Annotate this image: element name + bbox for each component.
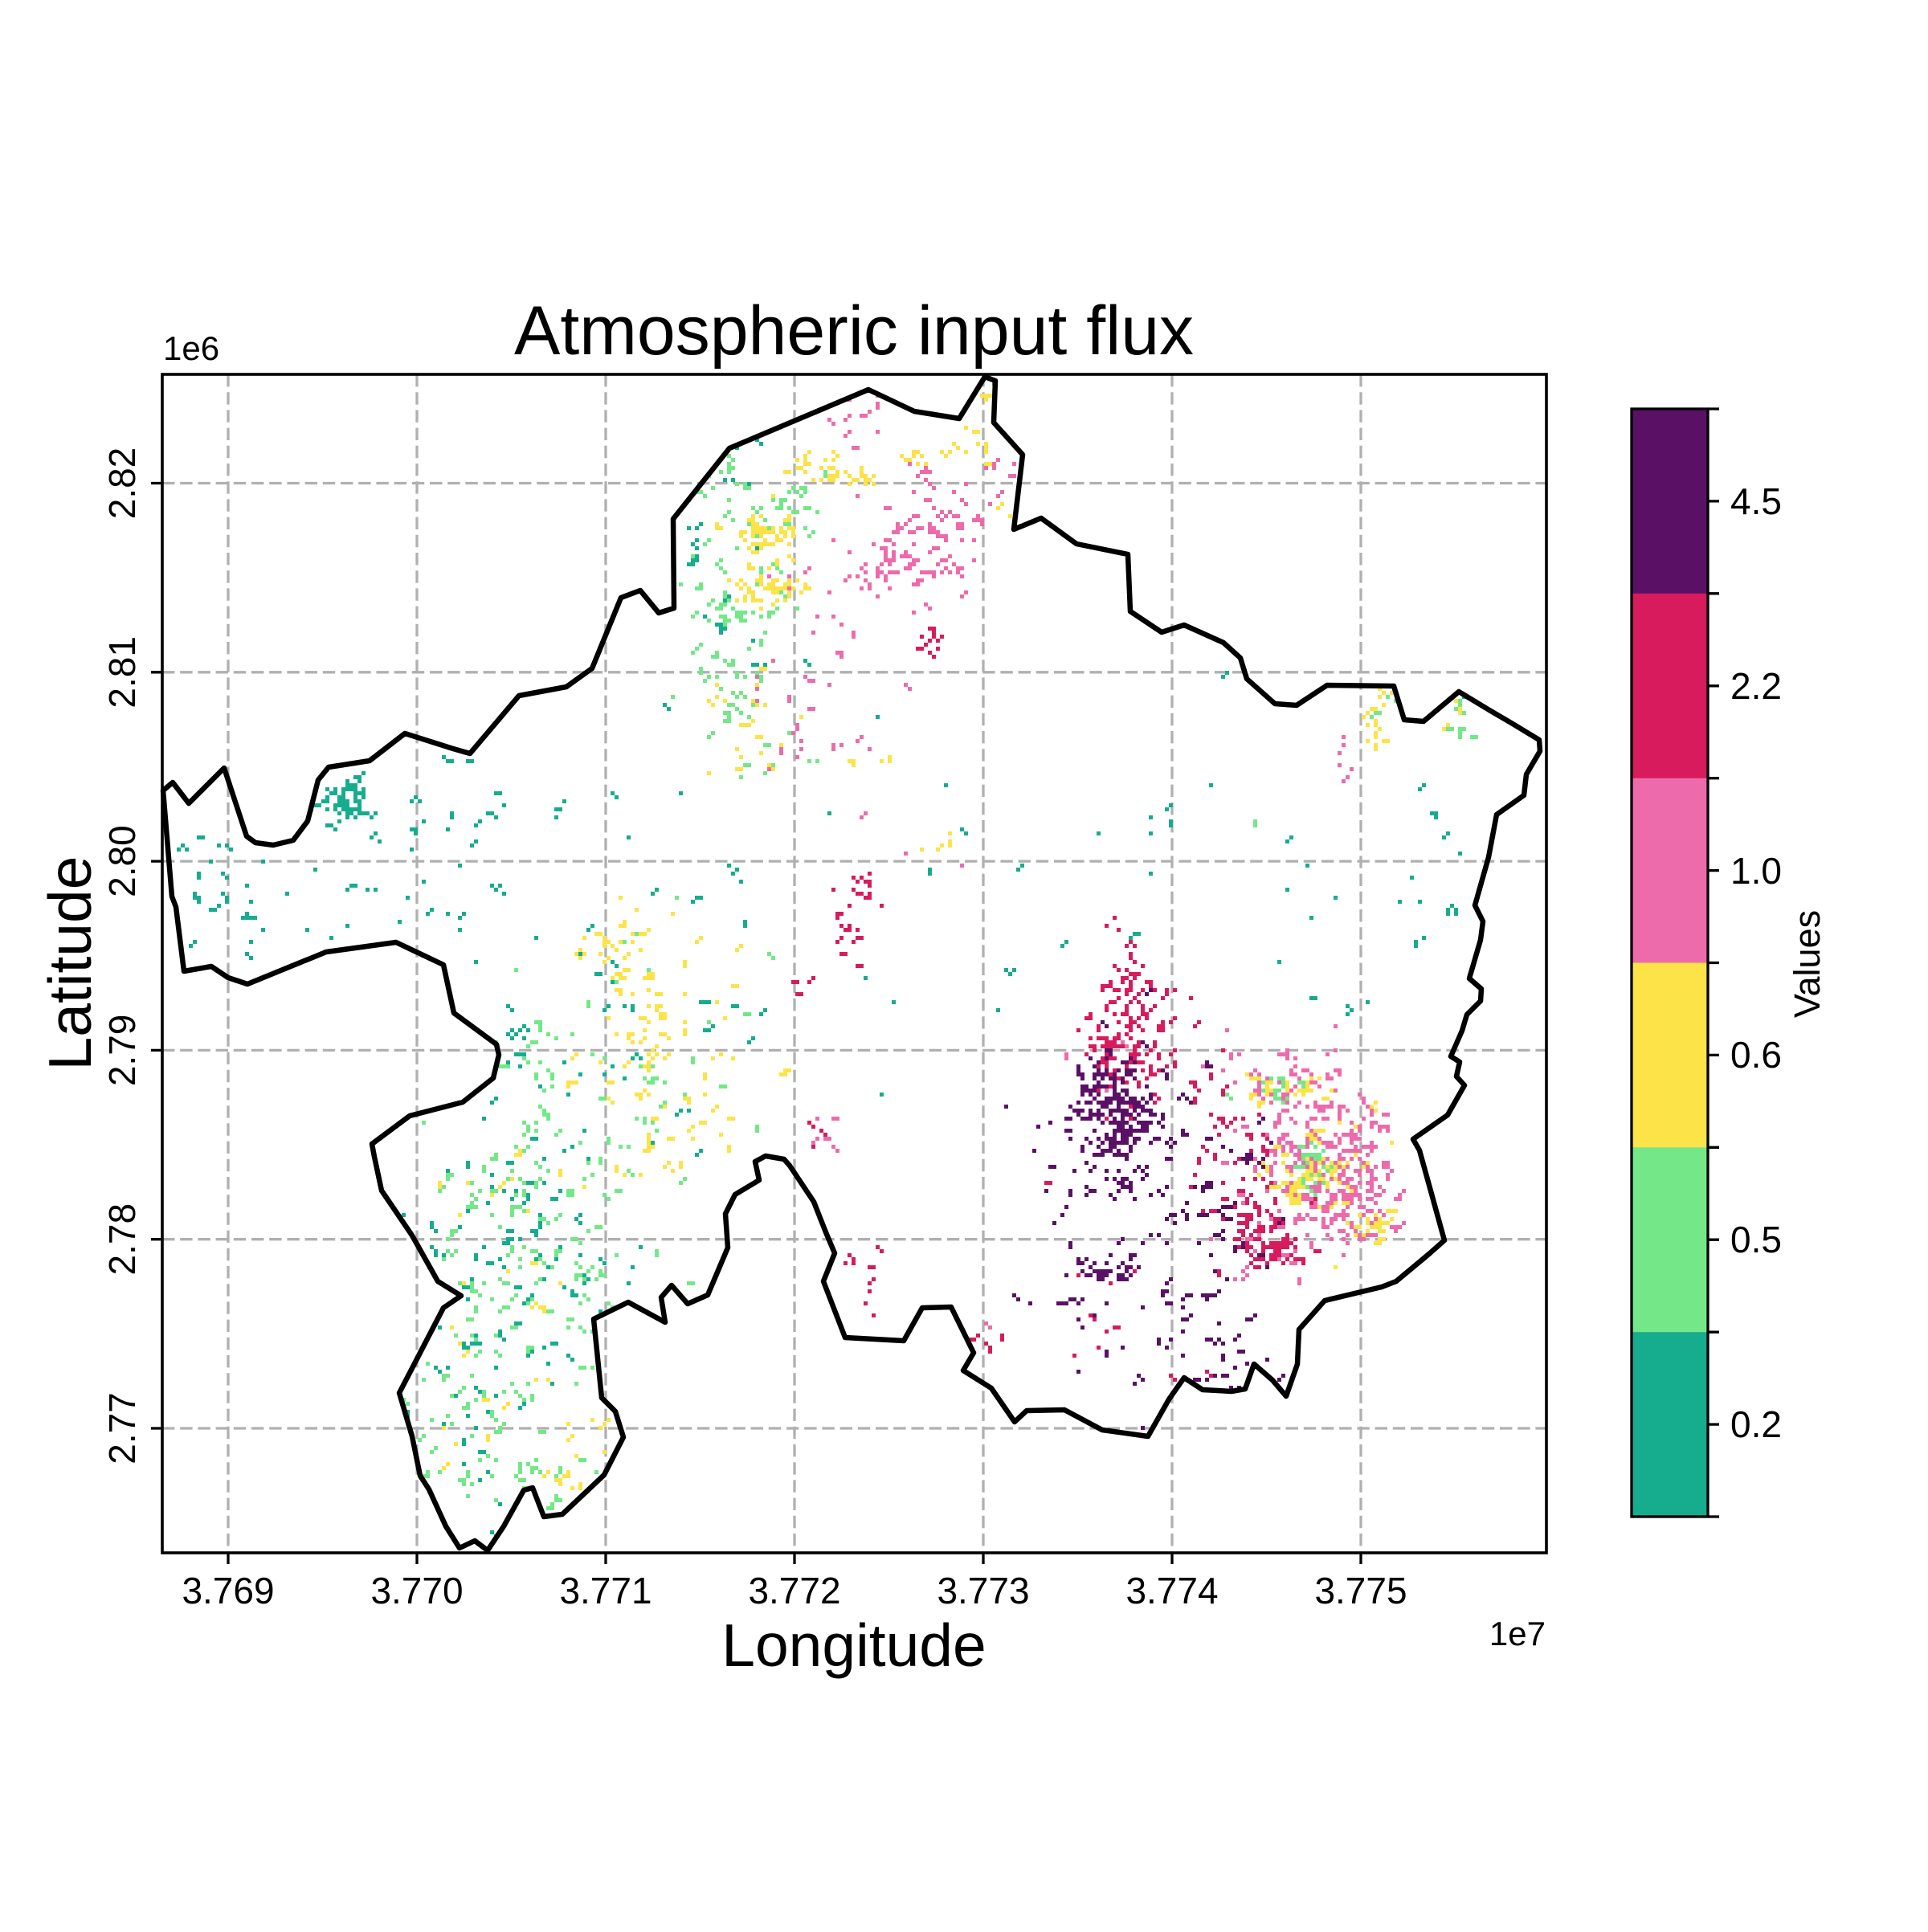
svg-text:3.773: 3.773 bbox=[937, 1570, 1029, 1611]
svg-text:2.82: 2.82 bbox=[101, 447, 143, 520]
svg-text:0.6: 0.6 bbox=[1730, 1034, 1782, 1076]
svg-text:2.2: 2.2 bbox=[1730, 665, 1782, 707]
svg-text:2.77: 2.77 bbox=[101, 1392, 143, 1464]
svg-text:3.770: 3.770 bbox=[370, 1570, 463, 1611]
svg-text:Values: Values bbox=[1787, 910, 1828, 1018]
svg-text:3.769: 3.769 bbox=[182, 1570, 274, 1611]
svg-text:1.0: 1.0 bbox=[1730, 850, 1782, 892]
svg-text:Longitude: Longitude bbox=[721, 1611, 986, 1679]
svg-text:0.2: 0.2 bbox=[1730, 1403, 1782, 1445]
svg-text:Atmospheric input flux: Atmospheric input flux bbox=[514, 292, 1194, 370]
svg-text:0.5: 0.5 bbox=[1730, 1219, 1782, 1260]
svg-text:2.79: 2.79 bbox=[101, 1015, 143, 1087]
svg-text:3.774: 3.774 bbox=[1125, 1570, 1218, 1611]
svg-text:3.772: 3.772 bbox=[748, 1570, 840, 1611]
svg-text:Latitude: Latitude bbox=[36, 856, 104, 1071]
svg-text:3.771: 3.771 bbox=[559, 1570, 652, 1611]
svg-text:2.78: 2.78 bbox=[101, 1203, 143, 1276]
svg-text:4.5: 4.5 bbox=[1730, 480, 1782, 522]
svg-text:1e6: 1e6 bbox=[163, 329, 219, 367]
svg-text:2.81: 2.81 bbox=[101, 636, 143, 709]
svg-text:1e7: 1e7 bbox=[1489, 1615, 1546, 1652]
svg-text:2.80: 2.80 bbox=[101, 825, 143, 897]
svg-text:3.775: 3.775 bbox=[1314, 1570, 1407, 1611]
